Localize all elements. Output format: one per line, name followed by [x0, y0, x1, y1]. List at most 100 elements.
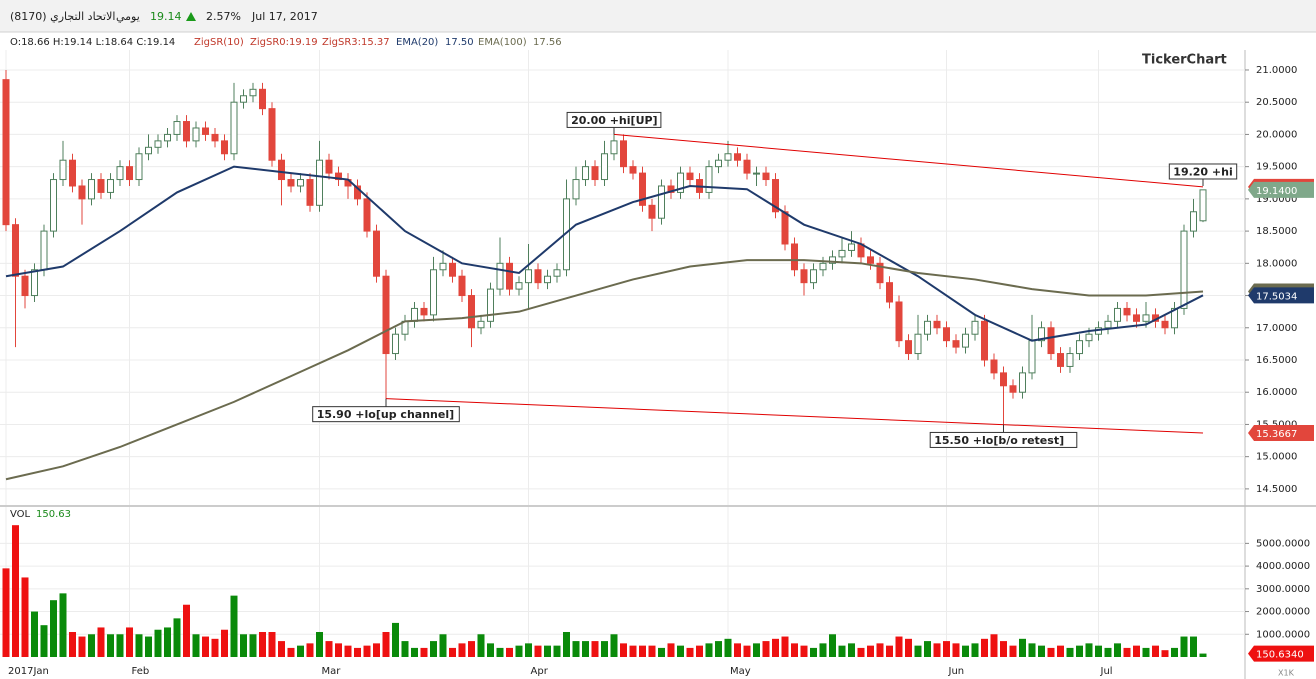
volume-bar — [373, 643, 380, 657]
y-tick-label: 16.5000 — [1256, 355, 1297, 366]
candle-body — [325, 159, 333, 174]
volume-bar — [173, 618, 181, 657]
header-bar — [0, 0, 1316, 32]
annotation-box — [566, 111, 662, 128]
candle-body — [335, 172, 342, 181]
indicator-value: ZigSR3:15.37 — [322, 37, 390, 48]
candle-body — [1009, 385, 1017, 393]
volume-bar — [230, 595, 238, 657]
candle-body — [658, 185, 665, 219]
candle-body — [468, 295, 475, 329]
candle-body — [1171, 307, 1178, 329]
candle-body — [1066, 353, 1074, 367]
candle-body — [677, 172, 684, 193]
candle-body — [411, 307, 418, 322]
candle-body — [886, 282, 893, 303]
candle-body — [705, 166, 713, 193]
candle-body — [876, 262, 884, 284]
candle-body — [553, 269, 561, 277]
y-tick-label: 19.5000 — [1256, 162, 1297, 173]
volume-bar — [705, 643, 713, 657]
candle-body — [838, 249, 846, 258]
candle-body — [1142, 314, 1150, 322]
volume-bar — [1000, 641, 1007, 657]
volume-bar — [354, 647, 361, 657]
volume-value: 150.63 — [36, 509, 71, 520]
candle-body — [1104, 320, 1112, 329]
candle-body — [316, 159, 323, 206]
candle-body — [515, 282, 523, 290]
candle-body — [1038, 327, 1045, 342]
candle-body — [145, 146, 152, 155]
volume-bar — [1133, 645, 1140, 657]
volume-bar — [287, 647, 295, 657]
candle-body — [240, 95, 247, 103]
volume-bar — [335, 643, 342, 657]
price-tag — [1248, 645, 1314, 662]
y-tick-label: 15.0000 — [1256, 452, 1297, 463]
volume-bar — [40, 625, 48, 657]
candle-body — [221, 140, 228, 155]
candle-body — [59, 159, 67, 181]
candle-body — [354, 185, 361, 200]
candle-body — [1199, 189, 1207, 222]
y-tick-label: 21.0000 — [1256, 65, 1297, 76]
ohlc-info: O:18.66 H:19.14 L:18.64 C:19.14 — [10, 37, 175, 48]
volume-bar — [648, 645, 656, 657]
volume-bar — [306, 643, 314, 657]
volume-bar — [107, 634, 114, 657]
candle-body — [905, 340, 912, 355]
volume-bar — [1028, 643, 1036, 657]
volume-bar — [458, 643, 466, 657]
candle-body — [1180, 230, 1188, 309]
volume-bar — [990, 634, 998, 657]
up-arrow — [186, 12, 196, 21]
volume-bar — [1019, 638, 1026, 657]
volume-bar — [401, 641, 409, 657]
volume-bar — [392, 622, 399, 657]
indicator-name: EMA(100) — [478, 37, 527, 48]
y-tick-label: 1000.0000 — [1256, 629, 1310, 640]
candle-body — [268, 108, 276, 161]
volume-bar — [1114, 643, 1121, 657]
candle-body — [1028, 340, 1036, 374]
volume-bar — [154, 629, 162, 657]
volume-bar — [838, 645, 846, 657]
candle-body — [819, 262, 827, 271]
x-tick-label: May — [730, 666, 751, 677]
candle-body — [534, 269, 542, 284]
volume-bar — [715, 641, 722, 657]
x-tick-label: Apr — [531, 666, 549, 677]
x-tick-label: Jun — [948, 666, 965, 677]
candle-body — [933, 320, 941, 329]
candle-body — [572, 179, 580, 200]
candle-body — [753, 172, 760, 175]
volume-bar — [1199, 653, 1207, 657]
candle-body — [40, 230, 48, 271]
volume-bar — [848, 643, 855, 657]
indicator-value: 17.50 — [445, 37, 474, 48]
volume-bar — [781, 636, 789, 657]
candle-body — [430, 269, 437, 316]
candle-body — [249, 88, 257, 97]
volume-bar — [411, 647, 418, 657]
candle-body — [724, 153, 732, 161]
volume-bar — [183, 604, 190, 657]
candle-body — [962, 333, 969, 348]
candle-body — [1085, 333, 1093, 342]
indicator-name: ZigSR(10) — [194, 37, 244, 48]
volume-bar — [582, 641, 589, 657]
candle-body — [183, 121, 190, 142]
candle-body — [610, 140, 618, 155]
volume-bar — [69, 632, 76, 657]
candle-body — [1161, 320, 1169, 329]
candle-body — [1076, 340, 1083, 355]
volume-bar — [572, 641, 580, 657]
volume-bar — [591, 641, 599, 657]
candle-body — [525, 269, 532, 284]
candle-body — [791, 243, 798, 271]
volume-bar — [601, 641, 608, 657]
indicator-name: EMA(20) — [396, 37, 438, 48]
volume-bar — [886, 645, 893, 657]
volume-bar — [876, 643, 884, 657]
